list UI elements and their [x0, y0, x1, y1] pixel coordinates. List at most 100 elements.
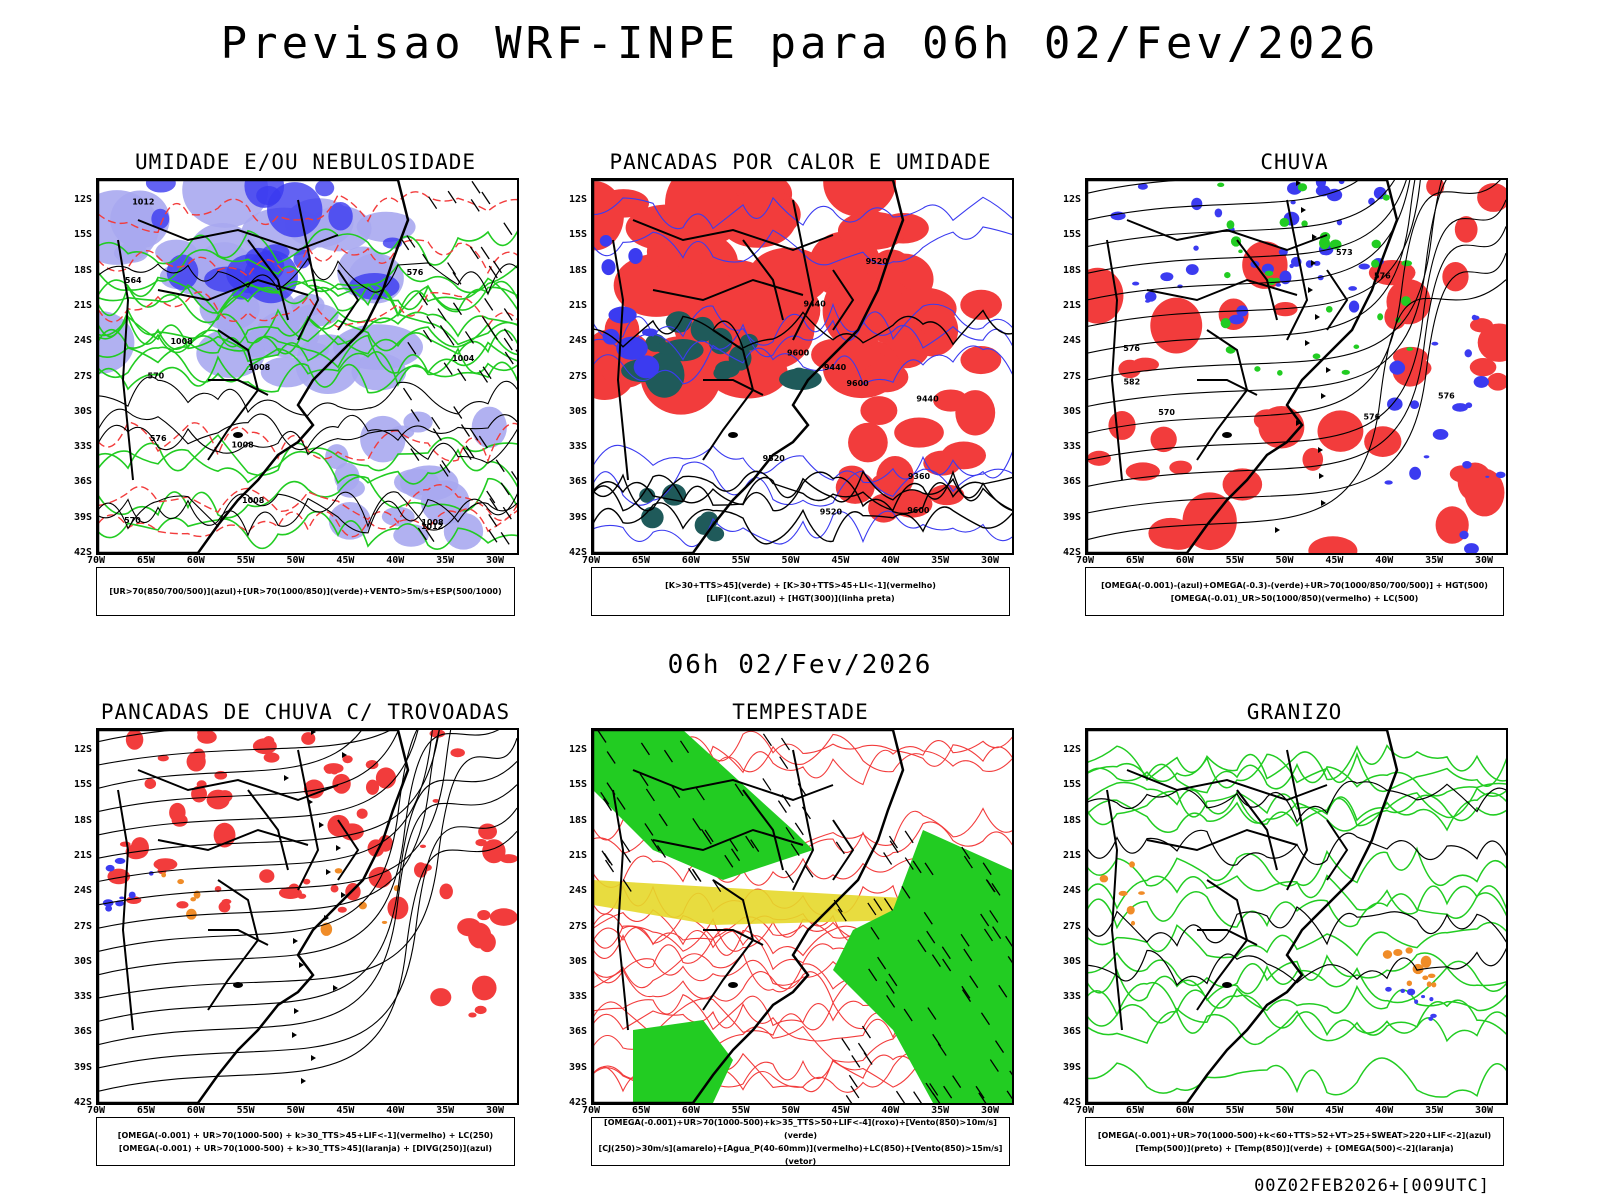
omega500-area-orange: [1420, 955, 1432, 968]
convection-area-red: [933, 389, 969, 412]
longitude-tick-label: 30W: [1474, 1105, 1494, 1116]
longitude-tick-label: 60W: [1175, 555, 1194, 566]
latitude-tick-label: 18S: [568, 814, 587, 826]
wind-vector: [462, 447, 472, 460]
latitude-tick-label: 30S: [1062, 955, 1081, 967]
storm-area-red: [482, 839, 506, 864]
omega-area-blue: [1389, 360, 1406, 375]
longitude-tick-label: 50W: [781, 1105, 800, 1116]
omega-area-blue: [1409, 466, 1422, 480]
omega-area-blue: [1465, 402, 1473, 409]
storm-area-red: [169, 802, 186, 823]
omega500-area-orange: [1406, 980, 1413, 987]
state-border: [1106, 239, 1123, 481]
wind-vector: [671, 785, 681, 799]
convection-area-red: [894, 417, 944, 448]
contour-label: 9440: [804, 299, 827, 308]
lagoon: [233, 432, 243, 438]
wind-vector: [1007, 955, 1012, 964]
storm-area-red: [356, 808, 368, 819]
wind-vector: [495, 459, 505, 473]
latitude-tick-label: 12S: [1062, 744, 1081, 755]
legend-line: [OMEGA(-0.001)+UR>70(1000-500)+k<60+TTS>…: [1097, 1130, 1492, 1140]
panel-title: TEMPESTADE: [732, 700, 869, 724]
state-border: [247, 789, 289, 871]
contour-label: 9600: [787, 348, 810, 357]
streamline-arrow: [326, 869, 331, 875]
wind-vector: [644, 823, 654, 836]
wind-vector: [777, 800, 787, 813]
rain-area-red: [1273, 301, 1298, 317]
latitude-tick-label: 39S: [1062, 1061, 1081, 1073]
omega-area-blue: [1368, 197, 1375, 206]
longitude-tick-label: 55W: [1225, 1105, 1244, 1116]
convection-area-red: [876, 456, 914, 498]
wind-vector: [861, 1025, 872, 1039]
wind-vector: [730, 848, 741, 862]
latitude-tick-label: 39S: [1062, 511, 1081, 523]
storm-area-red: [489, 908, 517, 926]
streamline-arrow: [1296, 420, 1301, 426]
lif-area-blue: [599, 234, 612, 247]
map-panel-trovoadas: [96, 728, 519, 1105]
omega500-area-orange: [1099, 874, 1109, 883]
omega-area-green: [1401, 260, 1413, 267]
longitude-tick-label: 55W: [236, 1105, 255, 1116]
coastline: [593, 180, 905, 553]
wind850-area-green: [593, 730, 813, 880]
legend-line: [K>30+TTS>45](verde) + [K>30+TTS>45+LI<-…: [665, 580, 936, 590]
legend-line: [OMEGA(-0.001) + UR>70(1000-500) + k>30_…: [117, 1130, 494, 1140]
legend-box: [OMEGA(-0.001)+UR>70(1000-500)+k<60+TTS>…: [1085, 1117, 1504, 1166]
omega-area-blue: [1289, 263, 1294, 269]
latitude-tick-label: 33S: [568, 991, 587, 1003]
wind-vector: [691, 868, 701, 882]
wind-vector: [969, 975, 979, 989]
humidity-area-dark: [315, 180, 335, 197]
legend-box: [K>30+TTS>45](verde) + [K>30+TTS>45+LI<-…: [591, 567, 1010, 616]
storm-area-orange: [186, 908, 197, 920]
streamline-arrow: [342, 752, 347, 758]
omega-area-blue: [1193, 245, 1199, 251]
latitude-tick-label: 36S: [568, 476, 587, 488]
wind-vector: [904, 830, 914, 844]
wind-vector: [924, 862, 934, 876]
contour-label: 1008: [421, 518, 444, 527]
omega-area-green: [1406, 347, 1414, 351]
streamline-arrow: [341, 892, 346, 898]
convection-area-red: [884, 326, 920, 353]
state-border: [1196, 329, 1249, 461]
map-panel-tempestade: [591, 728, 1014, 1105]
wind-vector: [457, 368, 467, 382]
omega-area-green: [1401, 296, 1411, 307]
longitude-tick-label: 55W: [1225, 555, 1244, 566]
wind-vector: [941, 946, 951, 960]
storm-area-red: [259, 869, 275, 883]
wind-vector: [989, 910, 999, 923]
hgt500-streamline: [1087, 180, 1411, 301]
convection-area-red: [960, 289, 1002, 320]
state-border: [297, 199, 320, 341]
latitude-tick-label: 27S: [73, 370, 92, 382]
hgt500-streamline: [1087, 180, 1443, 381]
omega-area-blue: [1384, 480, 1393, 485]
wind-vector: [888, 835, 898, 849]
state-border: [832, 269, 855, 331]
rain-area-red: [1464, 468, 1505, 517]
wind-vector: [439, 464, 449, 477]
state-border: [1236, 239, 1278, 321]
streamline-arrow: [311, 1055, 316, 1061]
convection-area-red: [891, 287, 957, 330]
latitude-tick-label: 21S: [568, 299, 587, 311]
lif-contour: [593, 510, 1012, 547]
wind-vector: [845, 1094, 853, 1103]
humidity-area-dark: [328, 202, 353, 231]
latitude-tick-label: 42S: [73, 547, 92, 558]
wind-vector: [502, 506, 512, 520]
wind-vector: [794, 822, 804, 836]
longitude-tick-label: 55W: [731, 1105, 750, 1116]
temp850-contour: [1087, 744, 1506, 782]
coastline: [1087, 180, 1399, 553]
state-border: [1196, 879, 1249, 1011]
omega500-area-orange: [1129, 861, 1135, 868]
latitude-tick-label: 15S: [568, 779, 587, 791]
